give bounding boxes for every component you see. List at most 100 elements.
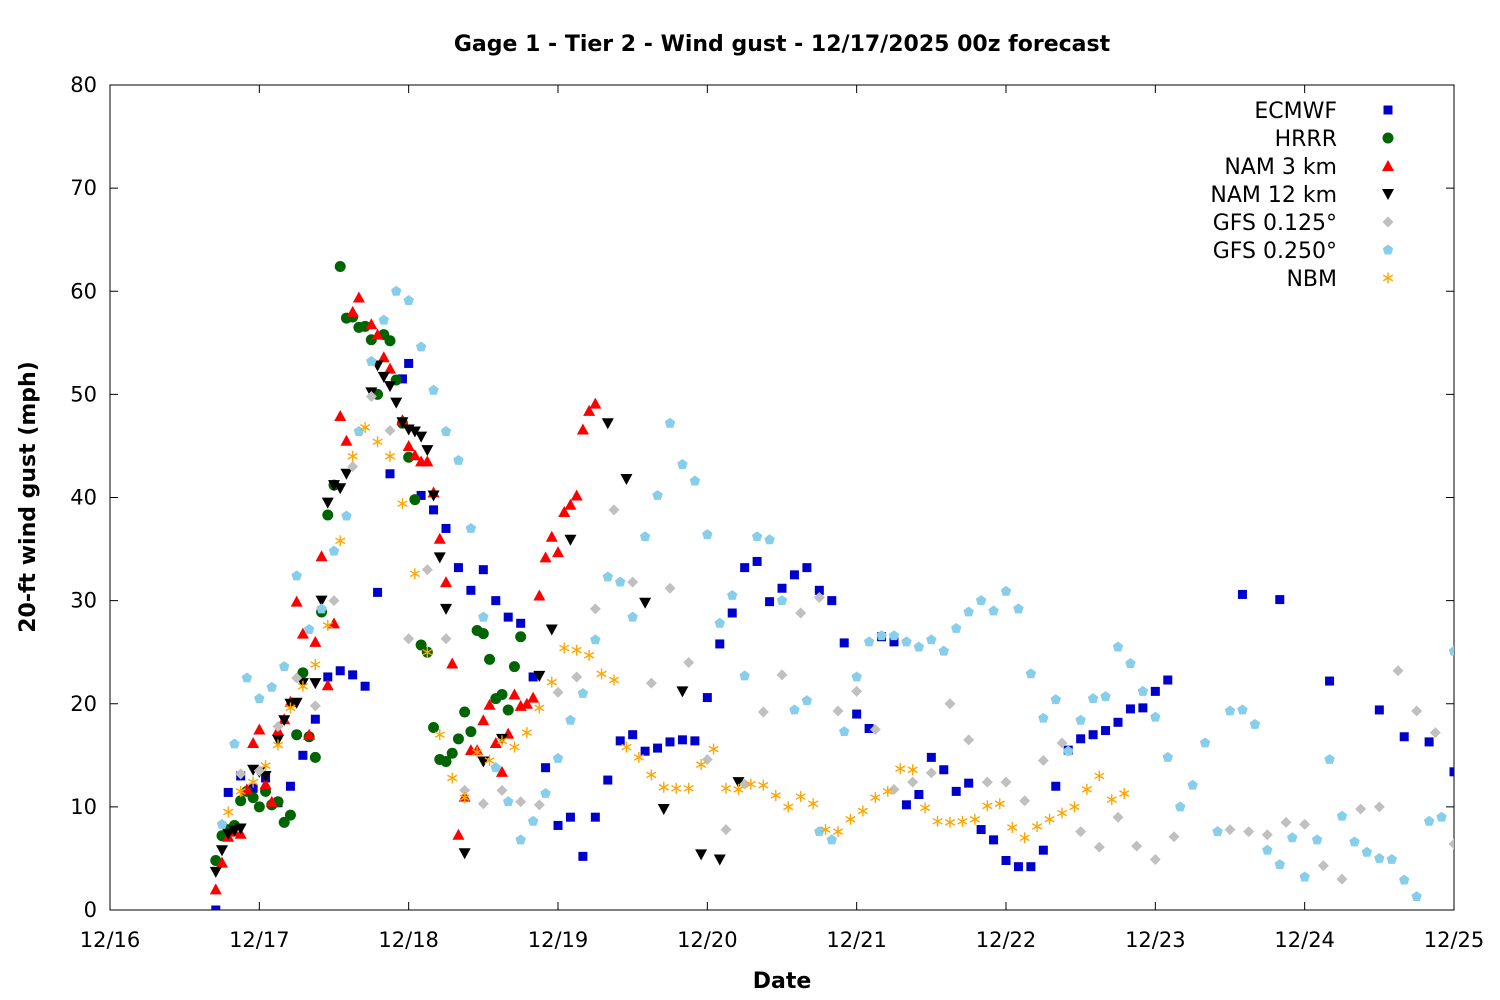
point-ecmwf [951, 786, 961, 796]
y-tick-label: 60 [70, 279, 97, 303]
point-nam-3-km [365, 318, 378, 330]
point-ecmwf [1399, 732, 1409, 742]
point-hrrr [334, 261, 346, 272]
point-gfs-0-250 [1212, 826, 1223, 837]
point-gfs-0-125 [1149, 853, 1161, 865]
point-gfs-0-250 [677, 459, 688, 469]
point-nam-3-km [496, 765, 508, 777]
point-nam-3-km [433, 532, 446, 544]
point-nbm [1069, 801, 1080, 813]
legend-label-gfs-0-250: GFS 0.250° [1213, 239, 1337, 264]
legend-label-nam-12-km: NAM 12 km [1210, 183, 1337, 208]
point-nbm [235, 785, 246, 797]
point-nbm [223, 806, 234, 818]
point-gfs-0-250 [627, 611, 638, 622]
point-gfs-0-125 [552, 686, 564, 698]
point-gfs-0-125 [1448, 838, 1454, 850]
point-gfs-0-125 [1280, 816, 1292, 828]
point-nam-3-km [446, 657, 459, 669]
point-gfs-0-250 [490, 762, 502, 773]
point-nam-12-km [234, 823, 247, 835]
point-nam-12-km [340, 468, 353, 480]
point-gfs-0-250 [1174, 801, 1186, 812]
point-nam-12-km [309, 678, 322, 690]
point-nam-12-km [209, 866, 222, 878]
point-ecmwf [1374, 705, 1384, 715]
point-gfs-0-250 [328, 545, 340, 556]
point-nam-3-km [240, 783, 253, 795]
point-gfs-0-250 [664, 417, 676, 428]
point-gfs-0-125 [459, 784, 471, 796]
point-hrrr [291, 729, 303, 741]
point-nam-12-km [384, 381, 396, 393]
point-gfs-0-250 [1249, 718, 1261, 729]
point-gfs-0-250 [590, 634, 601, 645]
point-gfs-0-250 [739, 670, 750, 681]
point-ecmwf [590, 812, 600, 822]
point-nbm [297, 680, 309, 692]
point-ecmwf [1088, 730, 1098, 740]
point-nam-3-km [564, 498, 577, 510]
point-nam-3-km [440, 576, 452, 588]
point-gfs-0-250 [950, 622, 962, 633]
point-hrrr [484, 653, 496, 665]
point-gfs-0-250 [1436, 811, 1447, 822]
point-gfs-0-250 [751, 531, 763, 542]
point-nbm [633, 751, 645, 763]
point-gfs-0-125 [1019, 795, 1031, 807]
x-tick-label: 12/16 [80, 928, 141, 952]
point-hrrr [322, 509, 334, 521]
point-ecmwf [976, 825, 986, 835]
point-nam-3-km [328, 617, 340, 629]
point-hrrr [247, 792, 259, 804]
point-gfs-0-125 [1429, 727, 1441, 739]
point-nbm [372, 436, 383, 448]
point-gfs-0-250 [1448, 645, 1454, 656]
point-gfs-0-250 [353, 426, 365, 436]
point-gfs-0-250 [502, 796, 514, 807]
point-gfs-0-250 [1013, 603, 1024, 614]
point-nbm [1031, 820, 1043, 832]
point-nbm [932, 815, 943, 827]
point-ecmwf [752, 556, 762, 566]
point-gfs-0-250 [702, 529, 713, 540]
legend-label-nbm: NBM [1286, 267, 1337, 292]
point-hrrr [459, 706, 471, 718]
point-hrrr [253, 801, 265, 813]
point-hrrr [452, 733, 464, 745]
point-nbm [247, 776, 259, 788]
point-nam-12-km [421, 445, 434, 457]
point-nam-3-km [334, 410, 347, 422]
point-nbm [646, 769, 657, 781]
point-ecmwf [814, 585, 824, 595]
point-gfs-0-250 [453, 454, 464, 465]
point-gfs-0-250 [714, 617, 726, 628]
point-ecmwf [503, 612, 513, 622]
point-gfs-0-250 [1162, 751, 1174, 762]
point-nbm [347, 450, 358, 462]
point-nbm [484, 754, 495, 766]
point-nbm [982, 800, 993, 812]
point-gfs-0-125 [1056, 737, 1068, 749]
point-gfs-0-250 [1311, 834, 1323, 845]
point-gfs-0-250 [1125, 658, 1136, 668]
point-gfs-0-250 [527, 815, 539, 826]
point-nam-12-km [695, 849, 708, 861]
point-nbm [720, 782, 732, 794]
point-gfs-0-125 [328, 595, 340, 607]
point-nam-12-km [278, 715, 291, 727]
point-gfs-0-250 [851, 671, 862, 682]
point-ecmwf [715, 639, 725, 649]
point-ecmwf [653, 743, 663, 753]
point-hrrr [409, 494, 421, 506]
point-nam-12-km [533, 670, 546, 682]
point-ecmwf [491, 596, 501, 606]
point-nam-3-km [552, 546, 564, 558]
x-tick-label: 12/17 [229, 928, 290, 952]
series-nam-12-km [209, 360, 745, 878]
point-gfs-0-125 [1392, 665, 1404, 677]
point-gfs-0-250 [888, 630, 900, 641]
point-ecmwf [478, 565, 488, 575]
point-nbm [845, 813, 856, 825]
point-ecmwf [839, 638, 849, 648]
